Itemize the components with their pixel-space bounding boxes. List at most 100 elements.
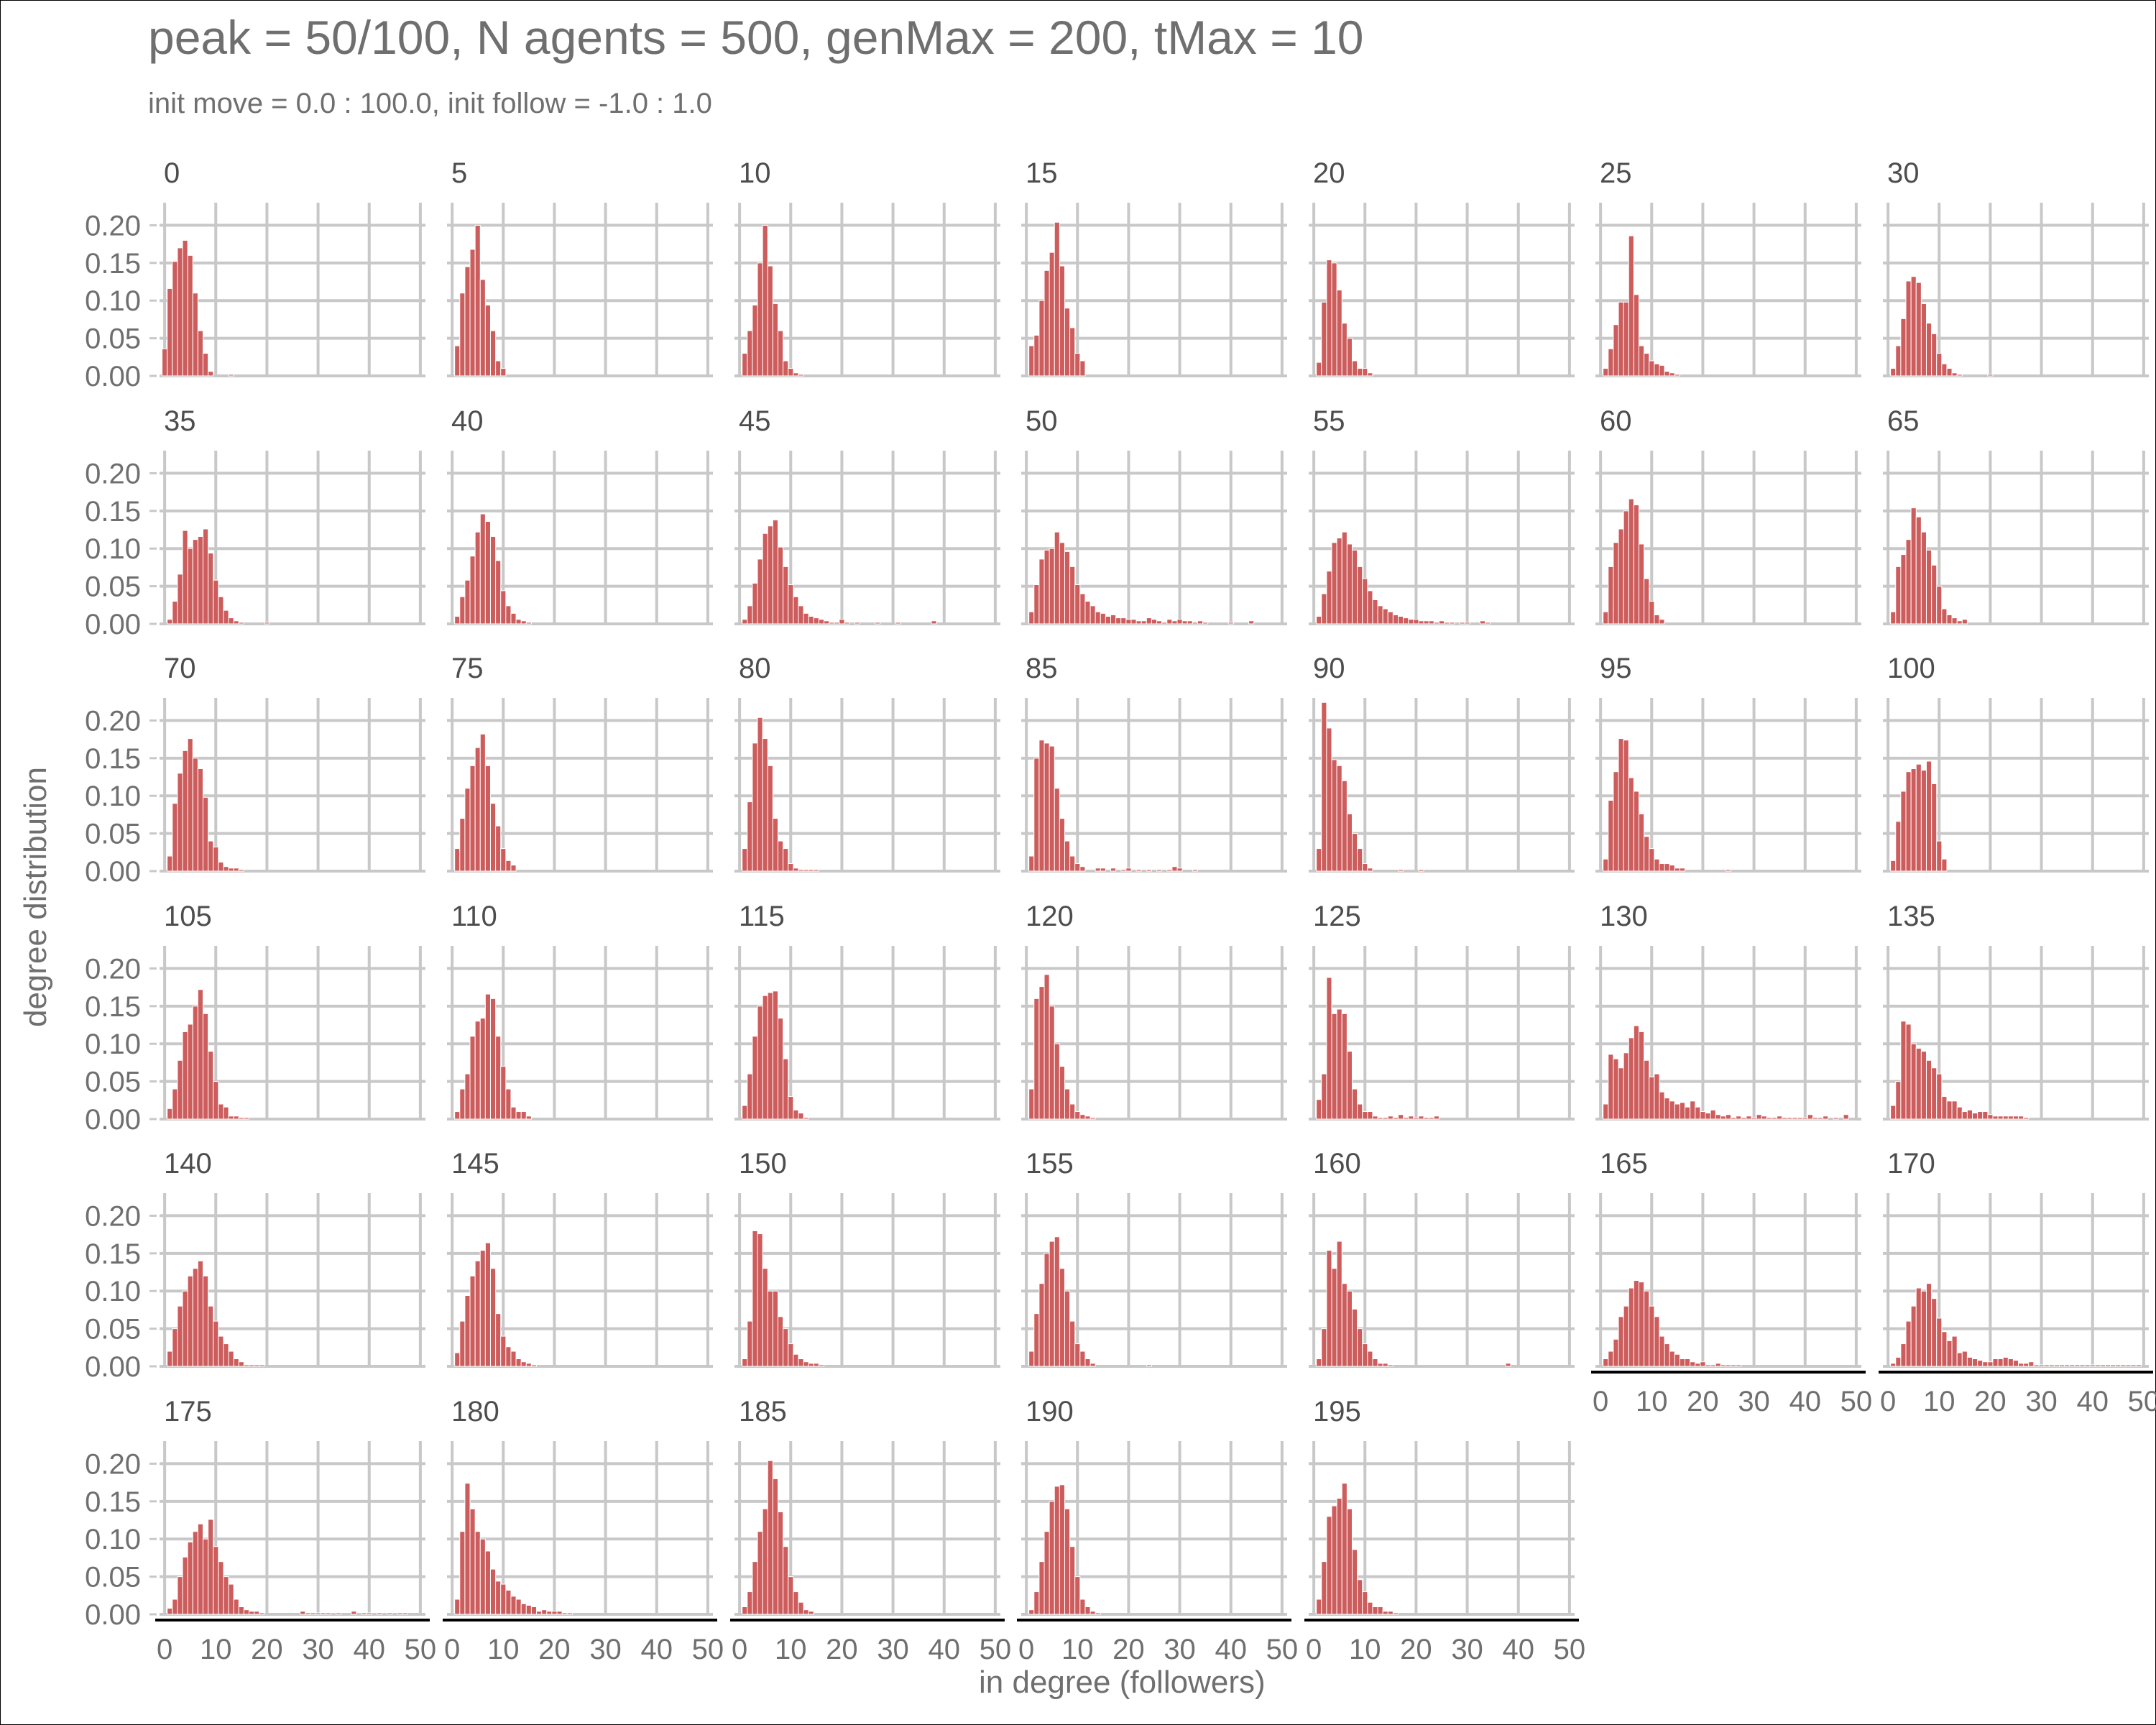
histogram-bar — [839, 619, 845, 625]
histogram-bar — [479, 733, 486, 872]
histogram-bar — [1392, 614, 1399, 625]
histogram-bar — [1464, 622, 1470, 625]
histogram-bar — [1064, 551, 1071, 625]
x-tick-label: 50 — [980, 1634, 1012, 1665]
histogram-bar — [1603, 611, 1609, 625]
histogram-bar — [752, 305, 758, 377]
histogram-bar — [1351, 360, 1358, 377]
histogram-bar — [1956, 620, 1963, 625]
histogram-bar — [489, 1568, 497, 1615]
facet-panel: 20 — [1309, 157, 1575, 377]
histogram-bar — [1382, 1611, 1388, 1615]
histogram-bar — [474, 747, 481, 872]
histogram-bar — [182, 1031, 188, 1120]
histogram-bar — [1966, 1356, 1973, 1367]
x-tick-label: 50 — [1554, 1634, 1586, 1665]
histogram-bar — [254, 1611, 260, 1615]
histogram-bar — [1341, 531, 1348, 625]
histogram-bar — [238, 1361, 244, 1367]
histogram-bar — [803, 1361, 809, 1367]
histogram-bar — [1357, 368, 1363, 377]
histogram-bar — [1100, 612, 1106, 625]
histogram-bar — [1654, 858, 1660, 872]
histogram-bar — [172, 261, 178, 377]
histogram-bar — [464, 266, 471, 377]
histogram-bar — [1156, 869, 1163, 872]
histogram-bar — [1367, 1111, 1373, 1120]
histogram-bar — [1608, 566, 1614, 625]
histogram-bar — [238, 1606, 244, 1615]
histogram-bar — [510, 612, 517, 625]
histogram-bar — [192, 1006, 198, 1120]
histogram-bar — [1905, 1320, 1912, 1367]
histogram-bar — [895, 622, 901, 625]
histogram-bar — [1987, 374, 1994, 377]
histogram-bar — [1659, 364, 1665, 377]
histogram-bar — [1669, 1351, 1675, 1367]
histogram-bar — [1428, 1117, 1434, 1120]
facet-panel: 175 0.00 0.05 0.10 0.15 0.20 0 10 20 30 40 50 — [85, 1396, 436, 1665]
histogram-bar — [777, 330, 784, 377]
histogram-bar — [459, 293, 466, 377]
y-tick-label: 0.00 — [85, 1351, 141, 1383]
histogram-bar — [218, 1103, 224, 1120]
histogram-bar — [1089, 1611, 1096, 1615]
histogram-bar — [1197, 620, 1204, 625]
y-tick-label: 0.15 — [85, 743, 141, 775]
histogram-bar — [1069, 855, 1076, 872]
histogram-bar — [1895, 566, 1902, 625]
y-tick-label: 0.00 — [85, 361, 141, 392]
histogram-bar — [177, 773, 183, 872]
histogram-bar — [788, 863, 794, 872]
histogram-bar — [1059, 542, 1065, 625]
histogram-bar — [218, 861, 224, 872]
histogram-bar — [1705, 1364, 1711, 1367]
histogram-bar — [1227, 622, 1234, 625]
histogram-bar — [459, 1088, 466, 1120]
facet-panel: 85 — [1021, 653, 1287, 873]
histogram-bar — [454, 1352, 461, 1367]
histogram-bar — [1433, 622, 1439, 625]
histogram-bar — [1146, 617, 1152, 625]
facet-strip-label: 50 — [1026, 405, 1058, 437]
facet-panel: 15 — [1021, 157, 1287, 377]
histogram-bar — [798, 1358, 804, 1367]
histogram-bar — [1669, 865, 1675, 872]
histogram-bar — [1095, 868, 1101, 872]
histogram-bar — [2053, 1364, 2060, 1367]
histogram-bar — [177, 1059, 183, 1120]
histogram-bar — [1910, 1043, 1917, 1120]
histogram-bar — [459, 596, 466, 625]
histogram-bar — [1176, 619, 1183, 625]
histogram-bar — [500, 1066, 507, 1120]
histogram-bar — [1956, 1106, 1963, 1120]
histogram-bar — [1187, 620, 1193, 625]
histogram-bar — [1084, 1606, 1091, 1615]
histogram-bar — [1413, 619, 1419, 625]
histogram-bar — [2007, 1116, 2014, 1120]
histogram-bar — [1633, 294, 1639, 377]
histogram-bar — [454, 345, 461, 377]
x-tick-label: 30 — [1451, 1634, 1483, 1665]
histogram-bar — [1936, 840, 1943, 872]
facet-panel: 130 — [1595, 901, 1861, 1121]
histogram-bar — [1321, 1073, 1327, 1120]
facet-strip-label: 55 — [1313, 405, 1345, 437]
histogram-bar — [1946, 368, 1953, 377]
histogram-bar — [1659, 863, 1665, 872]
histogram-bar — [757, 1531, 763, 1615]
histogram-bar — [1181, 620, 1188, 625]
histogram-bar — [1151, 619, 1158, 625]
facet-panel: 105 0.00 0.05 0.10 0.15 0.20 — [85, 901, 425, 1136]
histogram-bar — [1028, 855, 1035, 872]
histogram-bar — [182, 239, 188, 377]
histogram-bar — [397, 1612, 403, 1615]
histogram-bar — [223, 610, 229, 625]
histogram-bar — [228, 1583, 234, 1615]
histogram-bar — [489, 535, 497, 625]
histogram-bar — [1033, 758, 1040, 872]
histogram-bar — [1669, 1100, 1675, 1120]
histogram-bar — [747, 605, 753, 625]
histogram-bar — [1316, 1099, 1322, 1120]
